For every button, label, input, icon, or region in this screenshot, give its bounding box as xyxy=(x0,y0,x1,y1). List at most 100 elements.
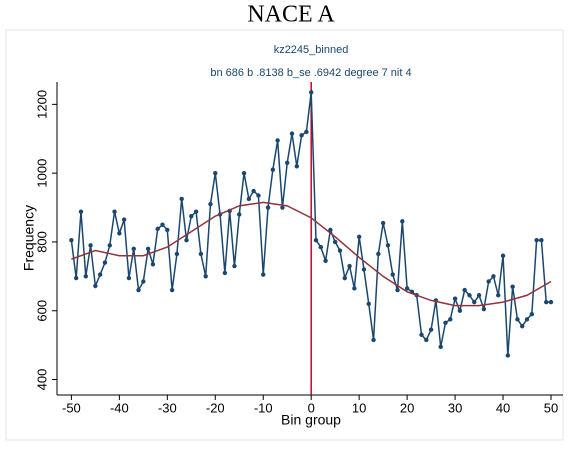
point xyxy=(256,193,261,198)
point xyxy=(265,205,271,210)
point xyxy=(500,253,506,258)
point xyxy=(491,274,496,279)
x-tick-label: -10 xyxy=(254,400,273,415)
point xyxy=(285,160,290,166)
point xyxy=(539,238,544,243)
point xyxy=(332,239,338,245)
point xyxy=(69,238,74,243)
y-tick-label: 1000 xyxy=(34,159,49,188)
point xyxy=(385,243,391,248)
point xyxy=(184,238,189,243)
point xyxy=(476,293,482,298)
point xyxy=(371,337,376,343)
point xyxy=(428,327,434,332)
point xyxy=(520,324,525,329)
point xyxy=(117,231,122,236)
point xyxy=(203,274,208,279)
point xyxy=(424,337,429,343)
y-tick-label: 800 xyxy=(34,231,49,253)
point xyxy=(347,263,352,269)
y-tick-label: 1200 xyxy=(34,90,49,119)
point xyxy=(472,299,477,305)
point xyxy=(141,279,146,284)
point xyxy=(112,209,117,214)
y-tick-label: 400 xyxy=(34,369,49,391)
point xyxy=(419,332,424,338)
point xyxy=(169,287,175,293)
x-tick-label: 40 xyxy=(496,400,510,415)
point xyxy=(448,317,453,322)
point xyxy=(457,308,463,313)
point xyxy=(510,284,515,289)
point xyxy=(131,246,136,252)
point xyxy=(524,317,530,322)
subtitle: kz2245_binned xyxy=(274,44,349,56)
point xyxy=(241,170,247,176)
point xyxy=(107,243,112,248)
point xyxy=(323,258,328,264)
point xyxy=(83,274,88,279)
point xyxy=(222,270,228,276)
x-tick-label: -40 xyxy=(110,400,129,415)
point xyxy=(395,287,400,293)
point xyxy=(126,275,132,281)
point xyxy=(544,299,549,305)
point xyxy=(160,222,165,227)
point xyxy=(232,263,237,269)
series-line xyxy=(71,201,552,307)
x-tick-label: -20 xyxy=(206,400,225,415)
point xyxy=(342,275,347,281)
point xyxy=(165,227,170,233)
point xyxy=(246,196,252,202)
point xyxy=(390,272,395,277)
point xyxy=(189,213,194,219)
point xyxy=(534,238,539,243)
point xyxy=(443,320,448,325)
point xyxy=(337,248,343,253)
point xyxy=(275,138,280,143)
point xyxy=(208,201,213,207)
point xyxy=(97,272,103,277)
x-tick-label: 20 xyxy=(400,400,414,415)
point xyxy=(179,196,184,202)
point xyxy=(380,220,386,226)
point xyxy=(136,287,141,293)
point xyxy=(213,170,218,176)
point xyxy=(261,272,266,277)
point xyxy=(174,251,180,257)
point xyxy=(376,251,381,257)
point xyxy=(462,287,467,293)
point xyxy=(352,286,357,291)
point xyxy=(515,317,520,322)
chart-title: NACE A xyxy=(247,2,335,28)
point xyxy=(467,293,472,298)
point xyxy=(529,311,535,317)
point xyxy=(289,131,295,136)
point xyxy=(304,129,309,135)
point xyxy=(438,344,443,350)
point xyxy=(366,301,371,307)
point xyxy=(280,205,285,210)
point xyxy=(78,209,84,214)
point xyxy=(102,260,108,265)
x-tick-label: 0 xyxy=(308,400,315,415)
point xyxy=(270,167,276,172)
note: bn 686 b .8138 b_se .6942 degree 7 nit 4 xyxy=(210,67,411,79)
y-tick-label: 600 xyxy=(34,300,49,322)
plot-region xyxy=(5,29,564,441)
point xyxy=(318,244,323,250)
point xyxy=(294,164,300,169)
point xyxy=(400,219,405,224)
point xyxy=(505,353,511,358)
point xyxy=(328,227,333,233)
point xyxy=(313,238,319,243)
point xyxy=(308,90,314,95)
point xyxy=(121,217,127,222)
point xyxy=(548,299,554,305)
point xyxy=(404,286,410,291)
point xyxy=(145,246,151,252)
point xyxy=(481,306,487,312)
point xyxy=(361,267,367,272)
